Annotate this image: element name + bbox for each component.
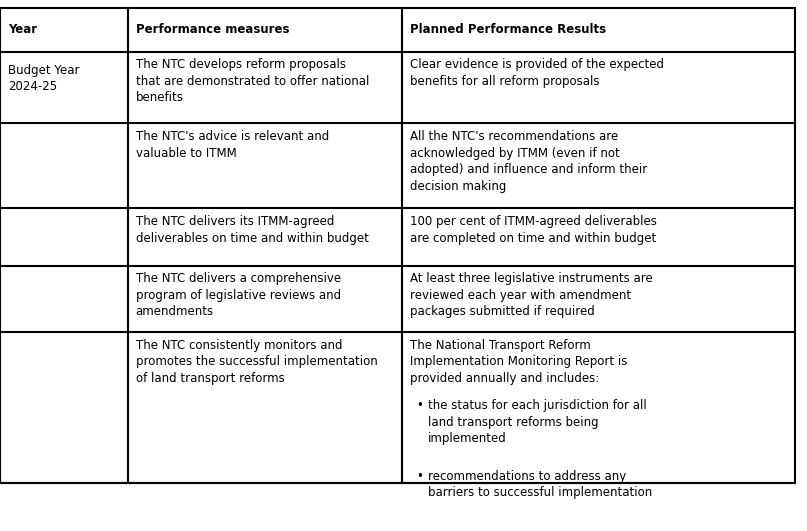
Bar	[0, 8, 795, 52]
Bar	[0, 8, 795, 483]
Bar	[0, 52, 795, 123]
Text: •: •	[416, 399, 424, 412]
Text: At least three legislative instruments are
reviewed each year with amendment
pac: At least three legislative instruments a…	[410, 272, 653, 319]
Text: Clear evidence is provided of the expected
benefits for all reform proposals: Clear evidence is provided of the expect…	[410, 58, 664, 88]
Text: Performance measures: Performance measures	[136, 23, 289, 36]
Bar	[0, 208, 795, 266]
Text: Year: Year	[8, 23, 37, 36]
Text: •: •	[416, 470, 424, 483]
Text: recommendations to address any
barriers to successful implementation: recommendations to address any barriers …	[428, 470, 652, 500]
Text: The NTC's advice is relevant and
valuable to ITMM: The NTC's advice is relevant and valuabl…	[136, 130, 328, 160]
Text: The NTC delivers a comprehensive
program of legislative reviews and
amendments: The NTC delivers a comprehensive program…	[136, 272, 341, 319]
Text: Budget Year
2024-25: Budget Year 2024-25	[8, 64, 80, 93]
Text: The National Transport Reform
Implementation Monitoring Report is
provided annua: The National Transport Reform Implementa…	[410, 339, 627, 385]
Text: the status for each jurisdiction for all
land transport reforms being
implemente: the status for each jurisdiction for all…	[428, 399, 646, 446]
Text: The NTC develops reform proposals
that are demonstrated to offer national
benefi: The NTC develops reform proposals that a…	[136, 58, 369, 105]
Bar	[0, 332, 795, 483]
Bar	[0, 266, 795, 332]
Text: The NTC delivers its ITMM-agreed
deliverables on time and within budget: The NTC delivers its ITMM-agreed deliver…	[136, 215, 369, 245]
Bar	[0, 123, 795, 208]
Bar	[0, 8, 795, 483]
Text: All the NTC's recommendations are
acknowledged by ITMM (even if not
adopted) and: All the NTC's recommendations are acknow…	[410, 130, 647, 193]
Text: 100 per cent of ITMM-agreed deliverables
are completed on time and within budget: 100 per cent of ITMM-agreed deliverables…	[410, 215, 657, 245]
Text: Planned Performance Results: Planned Performance Results	[410, 23, 606, 36]
Text: The NTC consistently monitors and
promotes the successful implementation
of land: The NTC consistently monitors and promot…	[136, 339, 378, 385]
